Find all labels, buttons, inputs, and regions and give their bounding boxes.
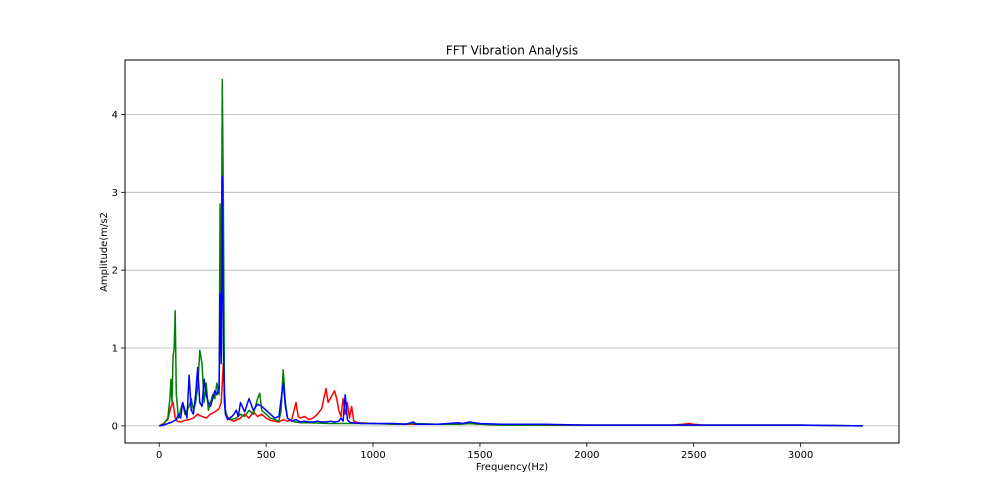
x-tick-label: 1000 xyxy=(360,450,385,461)
chart-title: FFT Vibration Analysis xyxy=(446,44,578,58)
y-tick-label: 1 xyxy=(112,344,118,355)
y-tick-label: 4 xyxy=(112,110,118,121)
x-tick-label: 500 xyxy=(257,450,276,461)
x-tick-label: 2500 xyxy=(681,450,706,461)
x-tick-label: 3000 xyxy=(788,450,813,461)
x-tick-label: 2000 xyxy=(574,450,599,461)
x-axis-label: Frequency(Hz) xyxy=(476,462,548,473)
x-tick-label: 0 xyxy=(156,450,162,461)
series-lines xyxy=(158,78,863,427)
x-axis: 0 500 1000 1500 2000 2500 3000 xyxy=(156,443,813,461)
y-tick-label: 3 xyxy=(112,188,118,199)
y-axis-label: Amplitude(m/s2 xyxy=(99,212,110,292)
plot-area-frame xyxy=(124,59,900,444)
y-tick-label: 0 xyxy=(112,421,118,432)
series-line-3 xyxy=(159,176,863,427)
grid-lines xyxy=(125,114,899,427)
y-axis: 0 1 2 3 4 xyxy=(112,110,125,432)
y-tick-label: 2 xyxy=(112,266,118,277)
x-tick-label: 1500 xyxy=(467,450,492,461)
